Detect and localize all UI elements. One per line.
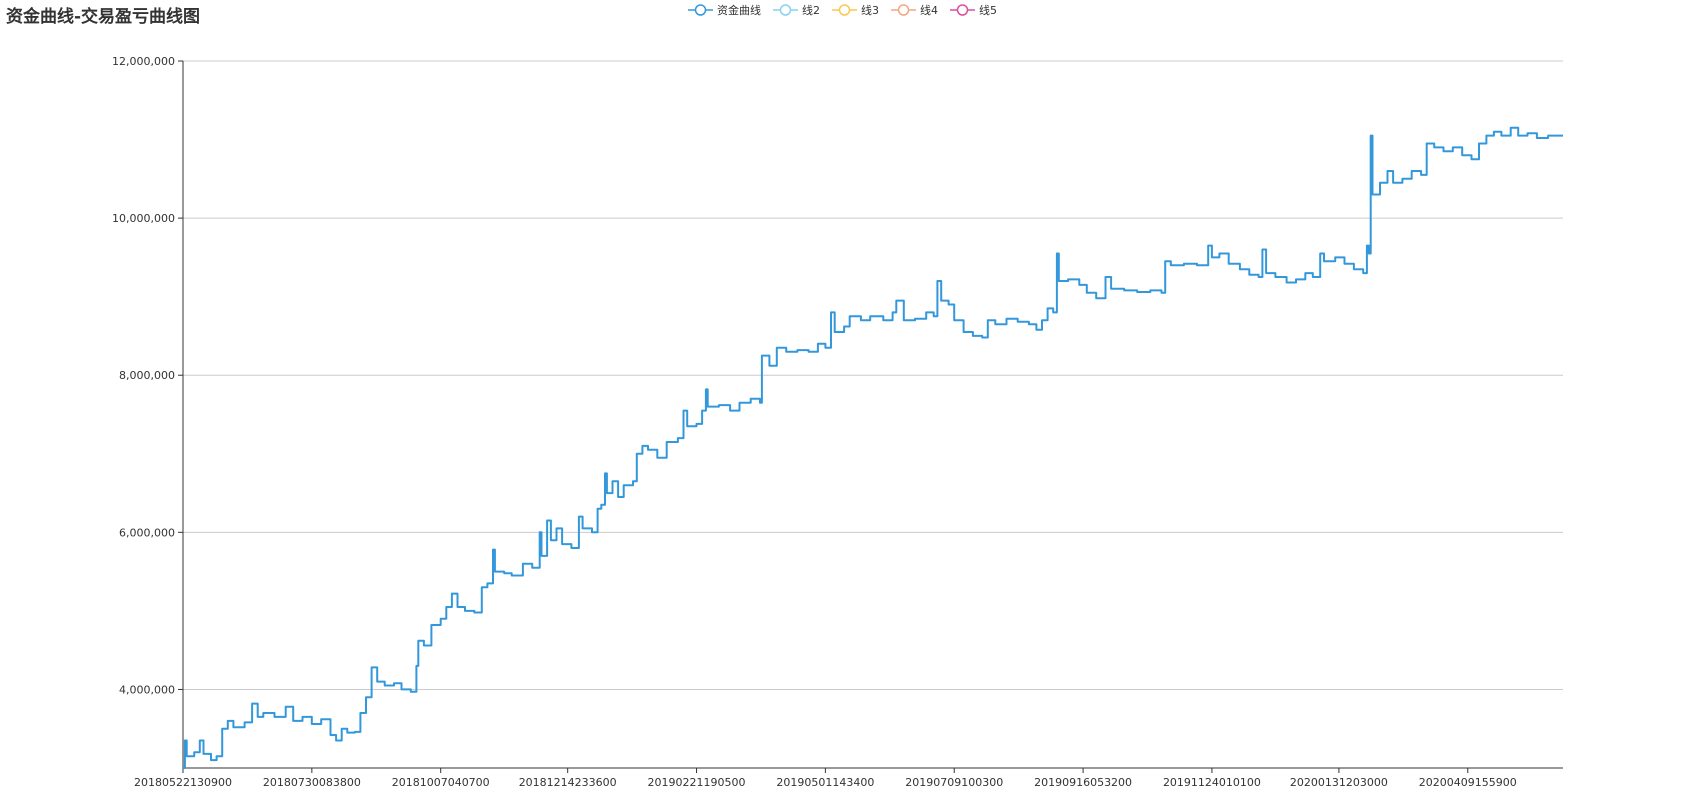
y-tick-label: 8,000,000 (119, 369, 175, 382)
y-tick-label: 12,000,000 (112, 55, 175, 68)
chart-legend: 资金曲线 线2 线3 线4 线5 (0, 2, 1685, 18)
y-tick-label: 6,000,000 (119, 526, 175, 539)
legend-label: 线5 (979, 4, 997, 17)
legend-item[interactable]: 线2 (773, 2, 820, 18)
grid-lines (183, 60, 1563, 690)
legend-line-circle-icon (832, 4, 857, 16)
legend-item[interactable]: 线5 (950, 2, 997, 18)
x-tick-label: 20180730083800 (263, 776, 361, 789)
legend-label: 线2 (802, 4, 820, 17)
series-lines (183, 126, 1563, 769)
x-tick-label: 20181007040700 (392, 776, 490, 789)
x-tick-label: 20190709100300 (905, 776, 1003, 789)
x-tick-label: 20191124010100 (1163, 776, 1261, 789)
x-tick-label: 20180522130900 (134, 776, 232, 789)
x-tick-label: 20181214233600 (519, 776, 617, 789)
legend-line-circle-icon (688, 4, 713, 16)
legend-label: 线3 (861, 4, 879, 17)
axes: 4,000,000 6,000,000 8,000,000 10,000,000 12,… (112, 55, 1563, 789)
x-tick-label: 20200131203000 (1290, 776, 1388, 789)
x-tick-label: 20190916053200 (1034, 776, 1132, 789)
x-tick-label: 20190221190500 (648, 776, 746, 789)
x-tick-label: 20200409155900 (1419, 776, 1517, 789)
legend-label: 线4 (920, 4, 938, 17)
chart-title: 资金曲线-交易盈亏曲线图 (6, 7, 201, 27)
legend-line-circle-icon (891, 4, 916, 16)
legend-item[interactable]: 资金曲线 (688, 2, 761, 18)
series-line-equity-curve (183, 126, 1563, 769)
y-tick-label: 4,000,000 (119, 683, 175, 696)
legend-item[interactable]: 线3 (832, 2, 879, 18)
legend-label: 资金曲线 (717, 4, 761, 17)
legend-item[interactable]: 线4 (891, 2, 938, 18)
y-tick-label: 10,000,000 (112, 212, 175, 225)
x-tick-label: 20190501143400 (776, 776, 874, 789)
legend-line-circle-icon (950, 4, 975, 16)
legend-line-circle-icon (773, 4, 798, 16)
